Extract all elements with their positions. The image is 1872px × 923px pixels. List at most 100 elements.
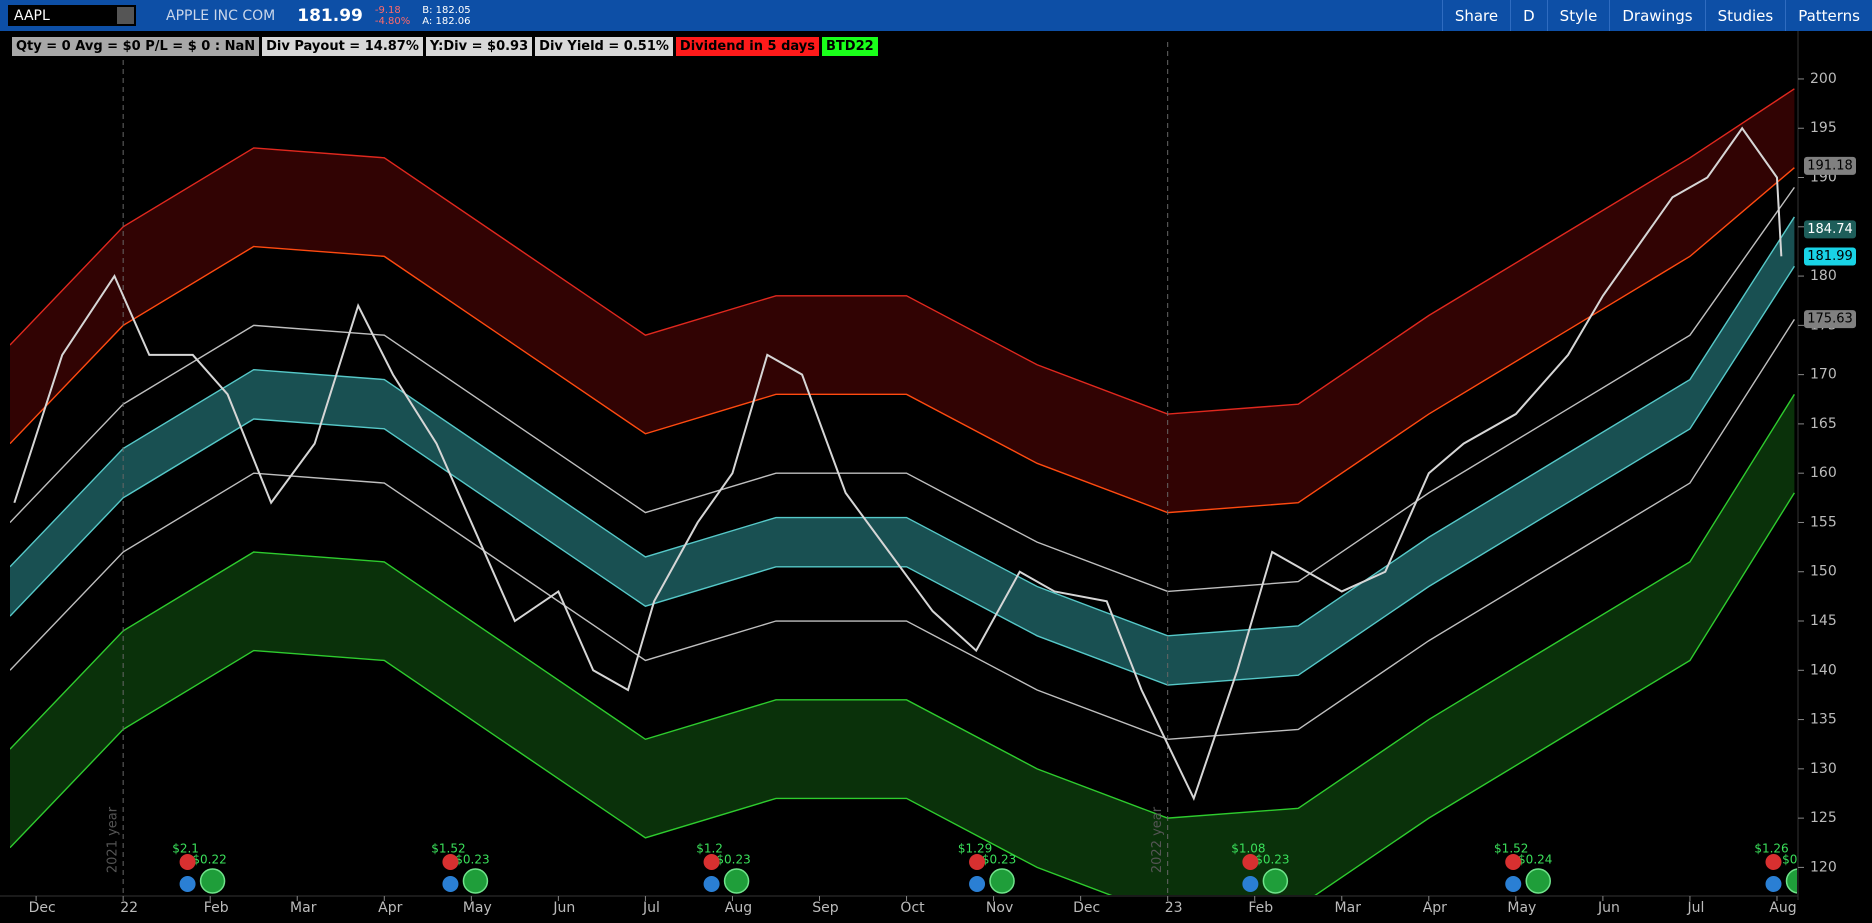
drawings-button[interactable]: Drawings — [1609, 0, 1704, 31]
y-tick-label: 120 — [1810, 859, 1837, 875]
band-line — [10, 492, 1795, 895]
y-tick-label: 140 — [1810, 662, 1837, 678]
x-tick-label: May — [1507, 900, 1536, 916]
band-line — [10, 393, 1795, 819]
x-tick-label: Aug — [1769, 900, 1796, 916]
info-icon — [442, 876, 459, 892]
x-tick-label: Feb — [204, 900, 229, 916]
y-tick-label: 170 — [1810, 367, 1837, 383]
year-label: 2022 year — [1150, 806, 1165, 873]
band-line — [10, 186, 1795, 593]
dividend-amount: $1.2 — [696, 842, 723, 856]
y-tick-label: 150 — [1810, 564, 1837, 580]
company-name: APPLE INC COM — [166, 7, 276, 24]
x-tick-label: Dec — [1073, 900, 1100, 916]
y-tick-label: 130 — [1810, 761, 1837, 777]
y-tick-label: 155 — [1810, 514, 1837, 530]
info-label: Qty = 0 Avg = $0 P/L = $ 0 : NaN — [12, 37, 260, 56]
x-tick-label: May — [463, 900, 492, 916]
symbol: AAPL — [14, 7, 50, 24]
change: -9.18 -4.80% — [375, 5, 410, 27]
x-tick-label: Feb — [1248, 900, 1273, 916]
price-tag — [1804, 247, 1856, 266]
ask: A: 182.06 — [422, 15, 471, 27]
x-tick-label: Jun — [1597, 900, 1620, 916]
dividend-amount: $1.26 — [1754, 842, 1788, 856]
band-fill — [10, 394, 1795, 895]
earnings-icon — [969, 854, 986, 870]
info-icon — [1765, 876, 1782, 892]
band-fill — [10, 88, 1795, 513]
change-percent: -4.80% — [374, 15, 411, 27]
x-tick-label: Aug — [725, 900, 752, 916]
x-tick-label: Dec — [29, 900, 56, 916]
dividend-value: $0.2 — [1782, 853, 1809, 867]
y-tick-label: 125 — [1810, 810, 1837, 826]
style-button[interactable]: Style — [1546, 0, 1610, 31]
band-line — [10, 265, 1795, 686]
x-tick-label: Oct — [900, 900, 925, 916]
x-tick-label: Jul — [1686, 900, 1704, 916]
price-tag — [1804, 156, 1856, 175]
studies-button[interactable]: Studies — [1704, 0, 1786, 31]
info-icon — [179, 876, 196, 892]
period-button[interactable]: D — [1510, 0, 1547, 31]
band-line — [10, 167, 1795, 514]
info-label: Dividend in 5 days — [675, 37, 819, 56]
patterns-button[interactable]: Patterns — [1785, 0, 1872, 31]
info-icon — [1242, 876, 1259, 892]
share-button[interactable]: Share — [1441, 0, 1510, 31]
dividend-amount: $1.52 — [431, 842, 465, 856]
info-label: Div Yield = 0.51% — [535, 37, 673, 56]
symbol-box[interactable]: AAPL — [8, 5, 136, 26]
plot-area: 2021 year 2022 year$2.1$0.22$1.52$0.23$1.… — [10, 42, 1809, 895]
dividend-icon — [723, 868, 750, 894]
bid: B: 182.05 — [422, 4, 471, 16]
dividend-icon — [1262, 868, 1289, 894]
earnings-icon — [703, 854, 720, 870]
y-tick-label: 200 — [1810, 71, 1837, 87]
price-tag-label: 181.99 — [1807, 249, 1853, 264]
earnings-icon — [1242, 854, 1259, 870]
y-tick-label: 160 — [1810, 465, 1837, 481]
x-tick-label: Nov — [986, 900, 1013, 916]
quote: B: 182.05 A: 182.06 — [422, 5, 470, 27]
dividend-value: $0.23 — [455, 853, 489, 867]
dividend-value: $0.23 — [1255, 853, 1289, 867]
dividend-icon — [1525, 868, 1551, 894]
price-tag-label: 184.74 — [1807, 222, 1853, 237]
dividend-amount: $1.52 — [1494, 842, 1528, 856]
info-labels: Qty = 0 Avg = $0 P/L = $ 0 : NaN Div Payo… — [12, 37, 878, 56]
dividend-icon — [989, 868, 1015, 894]
band-line — [10, 319, 1795, 740]
info-label: BTD22 — [822, 37, 878, 56]
dropdown[interactable] — [117, 7, 134, 24]
info-icon — [703, 876, 720, 892]
x-tick-label: Sep — [812, 900, 839, 916]
x-tick-label: Jul — [642, 900, 660, 916]
info-label: Y:Div = $0.93 — [425, 37, 533, 56]
dividend-value: $0.23 — [982, 853, 1016, 867]
x-tick-label: Apr — [378, 900, 402, 916]
price-tag-label: 191.18 — [1807, 158, 1853, 173]
dividend-amount: $1.29 — [958, 842, 992, 856]
year-label: 2021 year — [106, 806, 121, 873]
price-tag — [1804, 310, 1856, 329]
y-tick-label: 180 — [1810, 268, 1837, 284]
price-axis — [1798, 31, 1872, 923]
dividend-value: $0.23 — [716, 853, 750, 867]
price-tag — [1804, 220, 1856, 239]
info-icon — [969, 876, 986, 892]
dividend-icon — [462, 868, 489, 894]
y-tick-label: 195 — [1810, 120, 1837, 136]
y-tick-label: 145 — [1810, 613, 1837, 629]
x-tick-label: Mar — [1335, 900, 1362, 916]
x-tick-label: 22 — [120, 900, 138, 916]
x-tick-label: Apr — [1423, 900, 1447, 916]
price-line — [13, 126, 1783, 802]
x-tick-label: Mar — [290, 900, 317, 916]
band-line — [10, 216, 1795, 637]
earnings-icon — [179, 854, 196, 870]
